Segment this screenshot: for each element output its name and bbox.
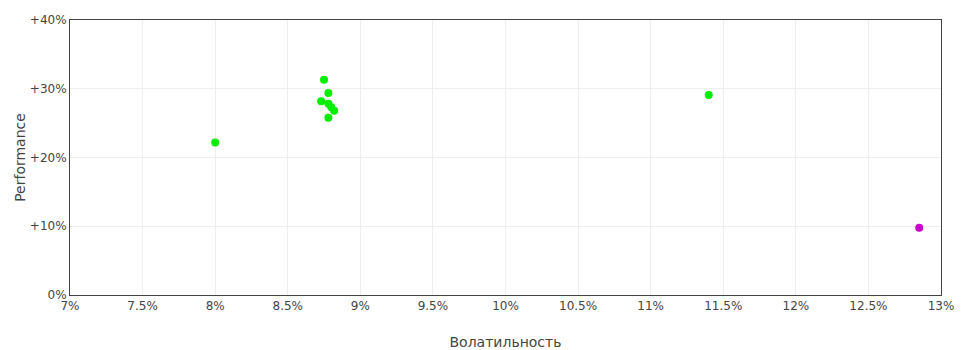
svg-text:+30%: +30%: [30, 82, 67, 96]
svg-text:11.5%: 11.5%: [704, 299, 742, 313]
svg-text:13%: 13%: [928, 299, 955, 313]
svg-text:9%: 9%: [351, 299, 370, 313]
svg-text:8.5%: 8.5%: [273, 299, 304, 313]
svg-text:+10%: +10%: [30, 219, 67, 233]
svg-text:+20%: +20%: [30, 151, 67, 165]
svg-text:7.5%: 7.5%: [127, 299, 158, 313]
svg-text:0%: 0%: [48, 288, 67, 302]
svg-text:+40%: +40%: [30, 13, 67, 27]
svg-text:11%: 11%: [637, 299, 664, 313]
svg-text:Performance: Performance: [12, 113, 28, 202]
svg-text:7%: 7%: [60, 299, 79, 313]
svg-text:10%: 10%: [492, 299, 519, 313]
svg-text:10.5%: 10.5%: [559, 299, 597, 313]
svg-text:Волатильность: Волатильность: [450, 334, 562, 350]
svg-text:12.5%: 12.5%: [849, 299, 887, 313]
svg-text:12%: 12%: [782, 299, 809, 313]
svg-text:9.5%: 9.5%: [418, 299, 449, 313]
svg-text:8%: 8%: [206, 299, 225, 313]
